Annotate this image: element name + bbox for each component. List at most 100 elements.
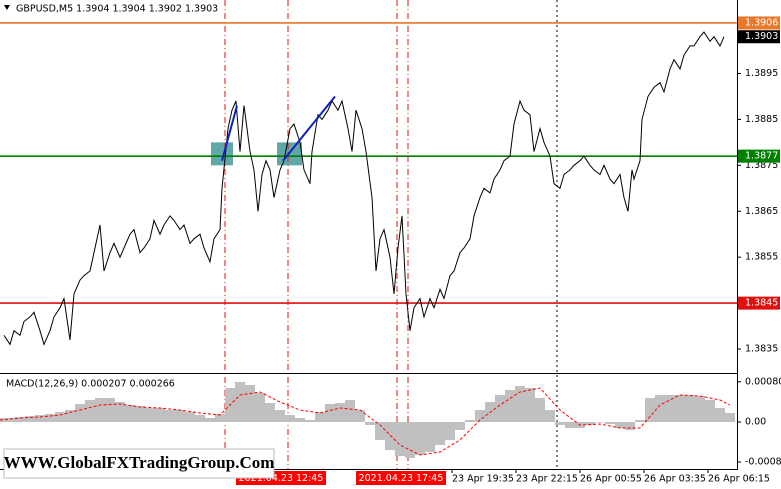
macd-bar [95,398,105,422]
macd-bar [165,410,175,422]
y-tick-label: 1.3835 [745,344,778,355]
macd-bar [675,395,685,422]
marked-x-tick [356,471,446,485]
macd-bar [145,408,155,422]
watermark-text: WWW.GlobalFXTradingGroup.Com [4,453,275,472]
macd-bar [275,410,285,422]
macd-bar [325,404,335,422]
x-tick-label: 26 Apr 03:35 [644,474,706,485]
x-tick-label: 23 Apr 22:15 [516,474,578,485]
macd-bar [505,390,515,422]
macd-bar [155,408,165,422]
trend-line [221,105,238,162]
macd-bar [435,422,445,445]
macd-bar [345,400,355,422]
macd-bar [615,422,625,428]
macd-bar [245,385,255,422]
y-tick-label: 1.3885 [745,114,778,125]
macd-bar [595,422,605,423]
level-label: 1.3906 [745,17,778,28]
macd-bar [185,412,195,422]
macd-bar [565,422,575,428]
macd-bar [375,422,385,440]
macd-bar [35,415,45,422]
last-price-label: 1.3903 [745,31,778,42]
level-label: 1.3845 [745,298,778,309]
macd-bar [635,420,645,422]
macd-bar [715,408,725,422]
macd-bar [475,410,485,422]
macd-bar [515,386,525,422]
macd-bar [5,418,15,422]
macd-bar [285,415,295,422]
macd-bar [625,422,635,430]
macd-bar [195,415,205,422]
last-price-box [738,30,780,44]
macd-bar [525,388,535,422]
macd-bar [695,396,705,422]
macd-bar [115,402,125,422]
macd-bar [335,403,345,422]
macd-bar [25,416,35,422]
macd-bar [295,418,305,422]
macd-bar [85,400,95,422]
macd-bar [425,422,435,452]
price-line [3,31,725,346]
macd-bar [545,410,555,422]
macd-bar [705,400,715,422]
macd-bar [45,414,55,422]
marked-x-tick-label: 2021.04.23 12:45 [239,473,324,484]
y-tick-label: -0.000800 [745,457,781,468]
y-tick-label: 0.000804 [745,376,781,387]
macd-bar [255,393,265,422]
level-label-box [738,296,780,310]
macd-bar [605,422,615,424]
macd-bar [665,395,675,422]
x-tick-label: 26 Apr 00:55 [580,474,642,485]
trend-line [282,95,336,162]
macd-bar [725,413,735,422]
chart-title: GBPUSD,M5 1.3904 1.3904 1.3902 1.3903 [16,4,218,15]
macd-bar [55,412,65,422]
macd-bar [15,417,25,422]
y-tick-label: 1.3895 [745,68,778,79]
signal-zone [211,142,233,166]
macd-bar [455,422,465,430]
y-tick-label: 1.3865 [745,206,778,217]
macd-bar [365,422,375,425]
x-tick-label: 23 Apr 19:35 [452,474,514,485]
macd-bar [355,410,365,422]
marked-x-tick-label: 2021.04.23 17:45 [359,473,444,484]
level-label-box [738,149,780,163]
macd-bar [175,410,185,422]
macd-bar [655,395,665,422]
macd-bar [235,382,245,422]
macd-bar [305,420,315,422]
watermark: WWW.GlobalFXTradingGroup.Com [3,448,275,479]
level-label-box [738,16,780,30]
macd-bar [465,420,475,422]
watermark-box [3,448,275,479]
macd-bar [315,412,325,422]
macd-bar [75,404,85,422]
menu-arrow [4,5,10,10]
macd-bar [125,405,135,422]
macd-bar [555,422,565,425]
macd-bar [405,422,415,458]
macd-bar [585,422,595,425]
macd-bar [385,422,395,450]
macd-bar [645,398,655,422]
macd-bar [415,422,425,455]
macd-bar [685,395,695,422]
macd-bar [445,422,455,440]
macd-title: MACD(12,26,9) 0.000207 0.000266 [6,379,175,390]
macd-bar [65,410,75,422]
x-tick-label: 26 Apr 06:15 [708,474,770,485]
y-tick-label: 1.3855 [745,252,778,263]
macd-bar [265,403,275,422]
macd-bar [205,418,215,422]
macd-bar [535,398,545,422]
y-tick-label: 1.3875 [745,160,778,171]
